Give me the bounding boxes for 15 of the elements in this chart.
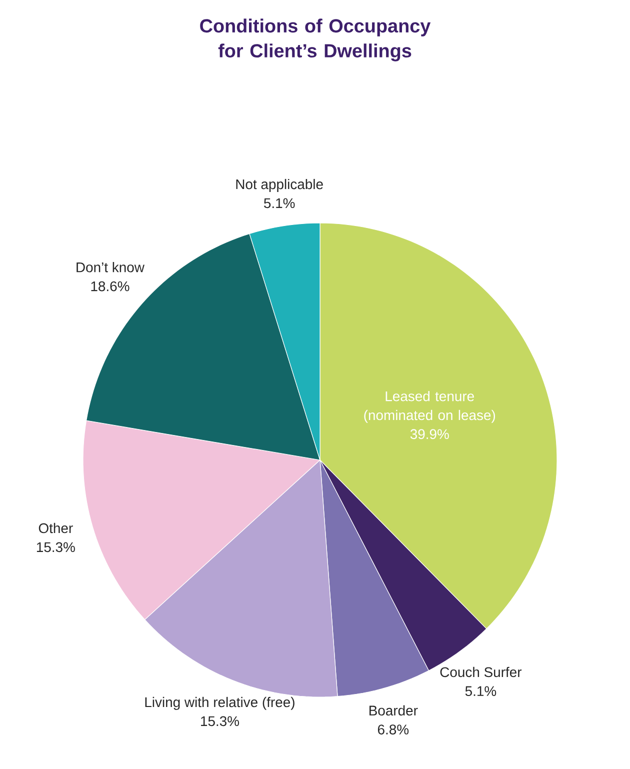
chart-title: Conditions of Occupancy for Client’s Dwellings (200, 18, 431, 62)
slice-label: Not applicable (236, 178, 323, 192)
data-label: 39.9% (410, 429, 449, 440)
slice-label: Don’t know (76, 262, 144, 272)
data-label: 15.3% (201, 716, 240, 726)
data-label: 15.3% (36, 542, 75, 552)
slice-label: Other (38, 522, 73, 534)
data-label: 18.6% (91, 281, 130, 292)
slice-label: Boarder (369, 705, 418, 716)
slice-label: Living with relative (free) (145, 696, 294, 710)
slice-label: Couch Surfer (440, 666, 522, 678)
slice-label: Leased tenure (nominated on lease) (364, 390, 496, 423)
data-label: 5.1% (465, 686, 496, 696)
data-label: 6.8% (378, 724, 409, 734)
data-label: 5.1% (264, 198, 295, 208)
